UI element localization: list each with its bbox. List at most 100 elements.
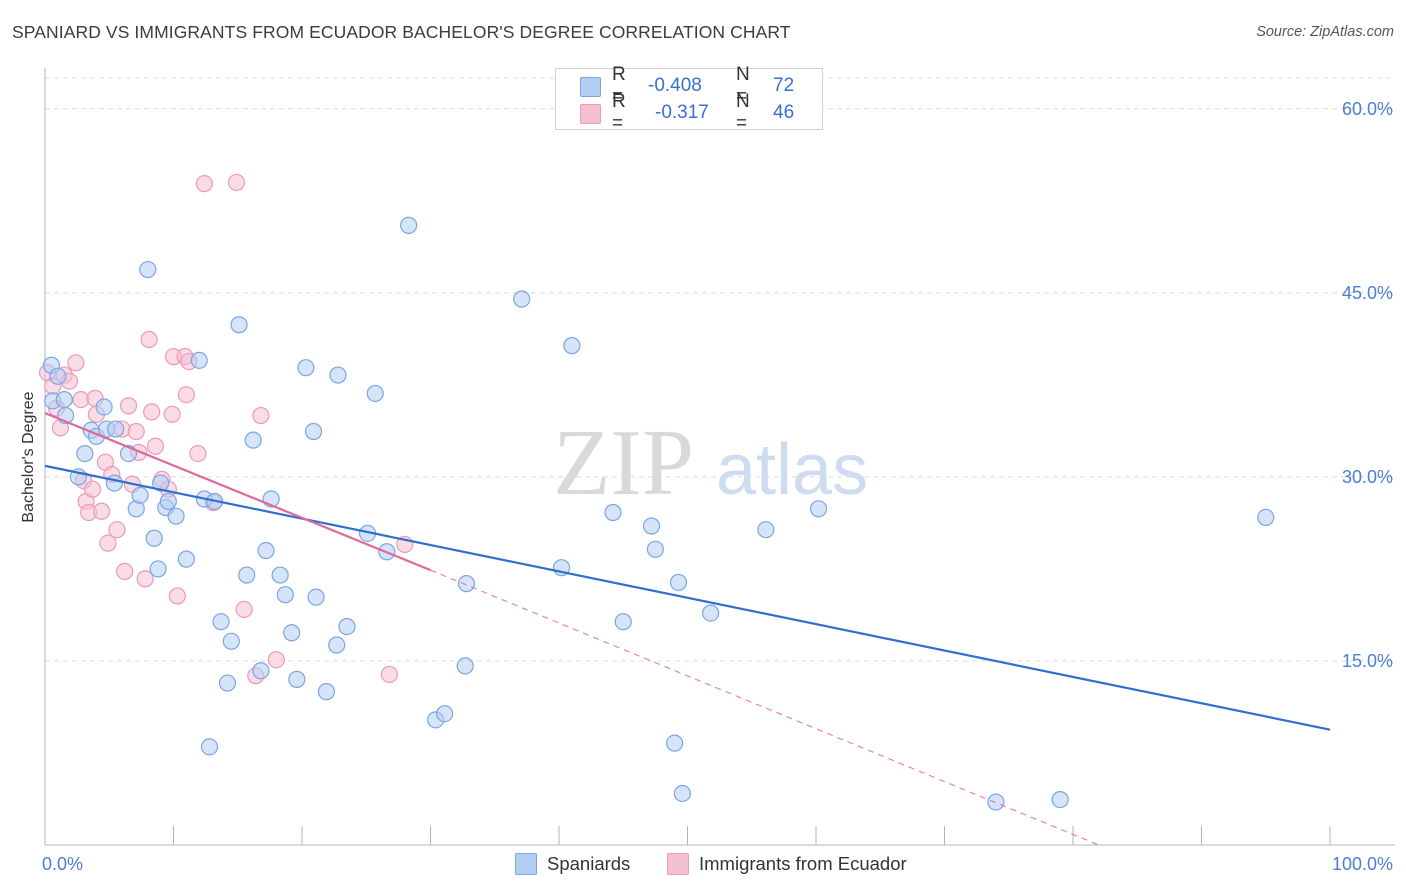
spaniard-point: [673, 784, 691, 803]
spaniard-point: [238, 566, 256, 584]
spaniard-point: [95, 398, 113, 416]
ecuador-point: [67, 354, 85, 372]
y-tick-label: 60.0%: [1342, 99, 1393, 119]
spaniard-trend-line: [44, 464, 1331, 731]
spaniard-point: [328, 636, 346, 654]
spaniard-point: [230, 316, 248, 334]
watermark-atlas: atlas: [716, 430, 868, 510]
bottom-legend-spaniards[interactable]: Spaniards: [515, 852, 630, 876]
spaniard-point: [49, 367, 67, 385]
ecuador-point: [140, 330, 158, 349]
y-tick-labels: 15.0% 30.0% 45.0% 60.0%: [1342, 99, 1393, 671]
spaniard-point: [809, 500, 828, 518]
ecuador-point: [143, 403, 161, 421]
spaniard-point: [1051, 791, 1069, 809]
spaniard-point: [107, 420, 125, 438]
spaniard-point: [297, 359, 315, 377]
spaniard-point: [218, 674, 237, 692]
legend-swatch-blue: [580, 77, 601, 97]
bottom-legend-label: Immigrants from Ecuador: [699, 853, 907, 874]
spaniard-point: [222, 632, 240, 650]
ecuador-point: [136, 570, 154, 588]
spaniard-point: [669, 573, 688, 592]
ecuador-point: [99, 534, 117, 552]
ecuador-point: [72, 391, 90, 409]
spaniard-point: [139, 260, 157, 279]
spaniard-point: [1257, 508, 1275, 526]
ecuador-point: [146, 437, 165, 455]
spaniard-point: [159, 492, 177, 511]
ecuador-point: [380, 665, 398, 684]
spaniard-point: [757, 521, 775, 539]
legend-r-value: -0.317: [655, 102, 709, 123]
spaniard-point: [304, 422, 323, 441]
ecuador-point: [119, 397, 138, 415]
legend-n-label: N =: [736, 91, 750, 134]
ecuador-point: [252, 406, 270, 425]
trend-lines: [44, 412, 1331, 846]
ecuador-point: [163, 405, 181, 423]
spaniard-point: [131, 486, 149, 504]
spaniard-point: [317, 683, 336, 701]
spaniard-point: [244, 431, 262, 449]
legend-n-value: 46: [773, 102, 795, 123]
spaniard-points: [42, 216, 1275, 811]
ecuador-point: [227, 173, 246, 192]
chart-title: SPANIARD VS IMMIGRANTS FROM ECUADOR BACH…: [12, 22, 791, 42]
legend-n-label: N =: [736, 64, 750, 107]
y-tick-label: 45.0%: [1342, 283, 1393, 303]
spaniard-point: [200, 738, 219, 756]
spaniard-point: [513, 290, 531, 308]
spaniard-point: [329, 366, 347, 384]
spaniard-point: [177, 550, 195, 568]
spaniard-point: [614, 613, 632, 631]
spaniard-point: [283, 624, 301, 642]
spaniard-point: [563, 337, 581, 355]
spaniard-point: [366, 384, 384, 403]
spaniard-point: [105, 474, 123, 492]
ecuador-point: [168, 587, 186, 605]
spaniard-point: [145, 529, 163, 547]
bottom-swatch-pink: [667, 853, 689, 875]
ecuador-point: [177, 386, 195, 404]
y-axis-label: Bachelor's Degree: [20, 391, 37, 522]
ecuador-point: [127, 422, 145, 441]
axes: [44, 68, 1395, 846]
y-tick-label: 30.0%: [1342, 467, 1393, 487]
ecuador-point: [189, 444, 207, 463]
spaniard-point: [55, 391, 73, 409]
watermark: ZIP atlas: [553, 411, 868, 515]
spaniard-point: [271, 566, 289, 584]
spaniard-point: [642, 517, 661, 535]
spaniard-point: [152, 474, 170, 492]
bottom-legend-ecuador[interactable]: Immigrants from Ecuador: [667, 852, 907, 876]
ecuador-point: [92, 502, 111, 520]
spaniard-point: [400, 216, 418, 234]
legend-n-value: 72: [773, 75, 795, 96]
spaniard-point: [702, 604, 720, 622]
spaniard-point: [257, 541, 275, 560]
spaniard-point: [167, 507, 185, 525]
ecuador-trend-line: [44, 412, 431, 572]
spaniard-point: [190, 351, 208, 369]
legend-r-label: R =: [612, 64, 626, 107]
spaniard-point: [457, 575, 476, 593]
x-tick-label: 0.0%: [42, 854, 83, 874]
x-tick-label: 100.0%: [1332, 854, 1393, 874]
source-label: Source: ZipAtlas.com: [1256, 24, 1394, 40]
spaniard-point: [666, 734, 684, 752]
ecuador-point: [195, 175, 213, 193]
legend-swatch-pink: [580, 104, 601, 124]
spaniard-point: [436, 705, 454, 723]
spaniard-point: [646, 540, 664, 558]
ecuador-point: [116, 562, 134, 580]
ecuador-point: [235, 600, 253, 619]
spaniard-point: [604, 503, 622, 522]
x-tick-labels: 0.0% 100.0%: [42, 854, 1393, 874]
bottom-legend-label: Spaniards: [547, 853, 631, 874]
spaniard-point: [149, 560, 167, 578]
ecuador-point: [267, 651, 285, 669]
y-tick-label: 15.0%: [1342, 651, 1393, 671]
watermark-zip: ZIP: [553, 411, 694, 515]
ecuador-point: [83, 480, 102, 498]
